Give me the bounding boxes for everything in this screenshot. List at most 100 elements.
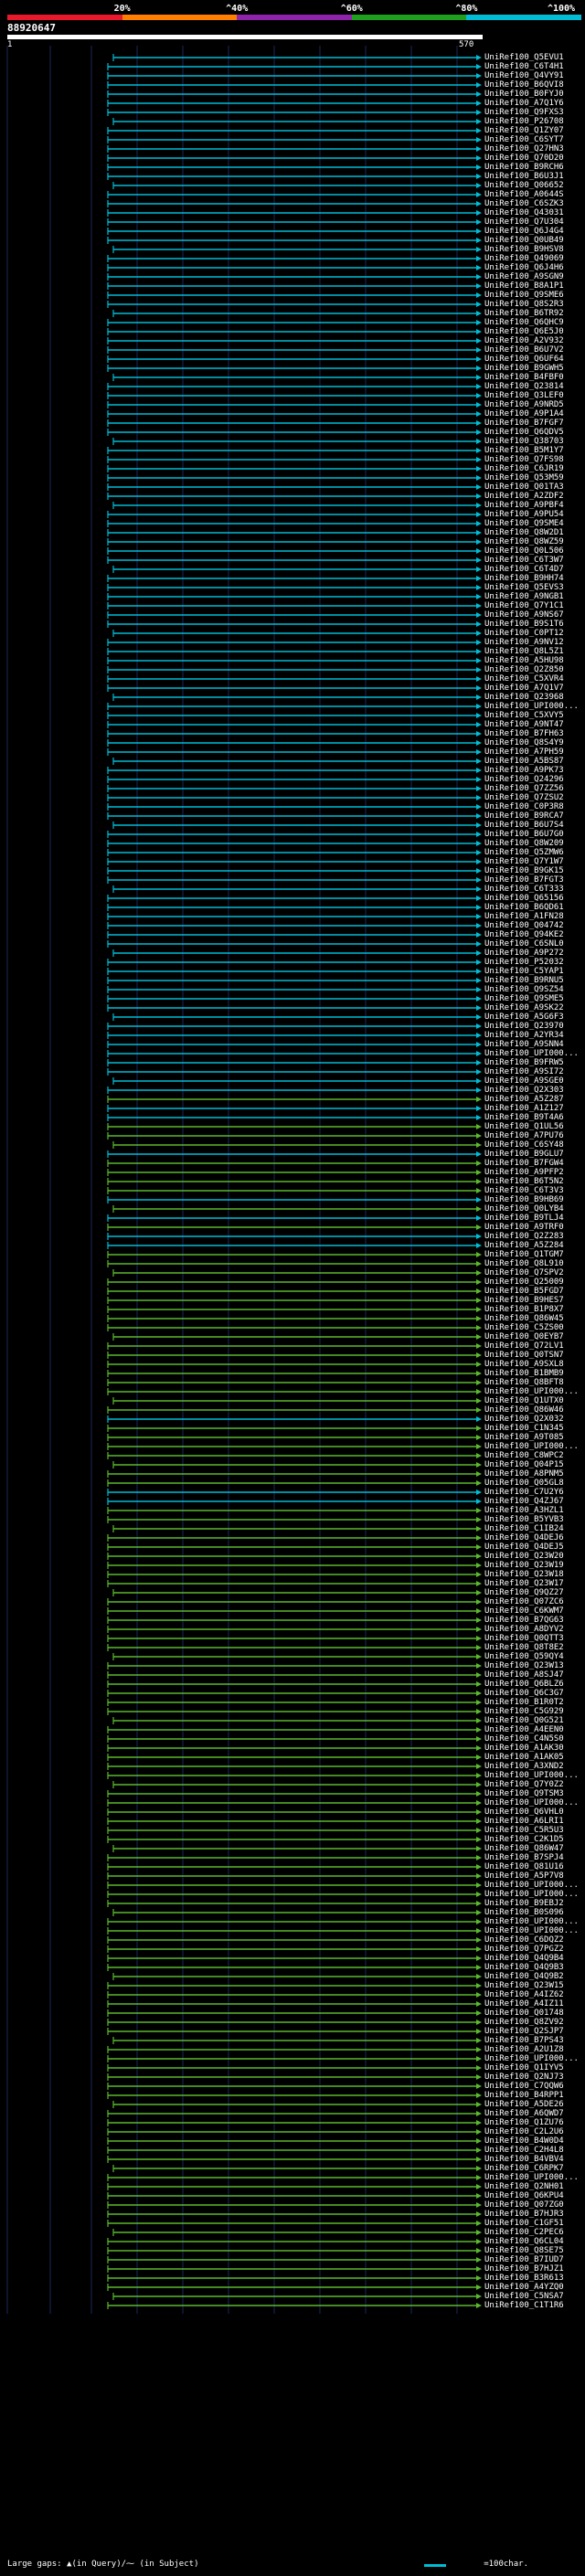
hit-alignment-row[interactable] — [112, 310, 482, 317]
hit-label[interactable]: UniRef100_B9S1T6 — [484, 620, 564, 629]
hit-alignment-row[interactable] — [107, 1799, 482, 1807]
hit-label[interactable]: UniRef100_Q4VY91 — [484, 71, 564, 80]
hit-label[interactable]: UniRef100_B7HJR3 — [484, 2210, 564, 2219]
hit-label[interactable]: UniRef100_Q01748 — [484, 2009, 564, 2018]
hit-alignment-row[interactable] — [112, 2037, 482, 2044]
hit-label[interactable]: UniRef100_C6T4D7 — [484, 565, 564, 574]
hit-alignment-row[interactable] — [107, 2046, 482, 2053]
hit-label[interactable]: UniRef100_Q9TSM3 — [484, 1789, 564, 1798]
hit-label[interactable]: UniRef100_B6U7V2 — [484, 345, 564, 355]
hit-label[interactable]: UniRef100_A7Q1V7 — [484, 684, 564, 693]
hit-label[interactable]: UniRef100_B9HH74 — [484, 574, 564, 583]
hit-alignment-row[interactable] — [107, 1105, 482, 1112]
hit-alignment-row[interactable] — [107, 1233, 482, 1240]
hit-alignment-row[interactable] — [107, 1918, 482, 1925]
hit-alignment-row[interactable] — [107, 922, 482, 929]
hit-label[interactable]: UniRef100_C8WPC2 — [484, 1451, 564, 1460]
hit-alignment-row[interactable] — [107, 2119, 482, 2126]
hit-alignment-row[interactable] — [107, 1425, 482, 1432]
hit-alignment-row[interactable] — [107, 1543, 482, 1551]
hit-alignment-row[interactable] — [107, 2083, 482, 2090]
hit-label[interactable]: UniRef100_Q6J4H6 — [484, 263, 564, 272]
hit-label[interactable]: UniRef100_A7PU76 — [484, 1131, 564, 1140]
hit-alignment-row[interactable] — [107, 1854, 482, 1861]
hit-alignment-row[interactable] — [107, 1882, 482, 1889]
hit-alignment-row[interactable] — [107, 1498, 482, 1505]
hit-label[interactable]: UniRef100_B5YVB3 — [484, 1515, 564, 1524]
hit-alignment-row[interactable] — [107, 2055, 482, 2062]
hit-alignment-row[interactable] — [107, 2201, 482, 2209]
hit-alignment-row[interactable] — [107, 557, 482, 564]
hit-alignment-row[interactable] — [112, 1013, 482, 1021]
hit-label[interactable]: UniRef100_Q4Q9B3 — [484, 1963, 564, 1972]
hit-label[interactable]: UniRef100_A1Z127 — [484, 1104, 564, 1113]
hit-label[interactable]: UniRef100_B6QD61 — [484, 903, 564, 912]
hit-label[interactable]: UniRef100_Q2NH01 — [484, 2182, 564, 2191]
hit-label[interactable]: UniRef100_B9HSV8 — [484, 245, 564, 254]
hit-alignment-row[interactable] — [107, 1489, 482, 1496]
hit-alignment-row[interactable] — [107, 1434, 482, 1441]
hit-alignment-row[interactable] — [107, 575, 482, 582]
hit-alignment-row[interactable] — [107, 1927, 482, 1935]
hit-alignment-row[interactable] — [112, 1781, 482, 1788]
hit-alignment-row[interactable] — [107, 721, 482, 728]
hit-label[interactable]: UniRef100_Q1TGM7 — [484, 1250, 564, 1259]
hit-alignment-row[interactable] — [107, 429, 482, 436]
hit-label[interactable]: UniRef100_A9PK73 — [484, 766, 564, 775]
hit-label[interactable]: UniRef100_Q7Y0Z2 — [484, 1780, 564, 1789]
hit-label[interactable]: UniRef100_Q6BLZ6 — [484, 1680, 564, 1689]
hit-label[interactable]: UniRef100_Q53M59 — [484, 473, 564, 482]
hit-label[interactable]: UniRef100_Q23W17 — [484, 1579, 564, 1588]
hit-alignment-row[interactable] — [107, 109, 482, 116]
hit-label[interactable]: UniRef100_C4N5S0 — [484, 1734, 564, 1744]
hit-alignment-row[interactable] — [107, 849, 482, 856]
hit-label[interactable]: UniRef100_A5G6F3 — [484, 1012, 564, 1022]
hit-label[interactable]: UniRef100_Q23970 — [484, 1022, 564, 1031]
hit-label[interactable]: UniRef100_A8PNM5 — [484, 1469, 564, 1479]
hit-label[interactable]: UniRef100_Q72LV1 — [484, 1341, 564, 1351]
hit-alignment-row[interactable] — [107, 1735, 482, 1743]
hit-label[interactable]: UniRef100_A2V932 — [484, 336, 564, 345]
hit-alignment-row[interactable] — [107, 1507, 482, 1514]
hit-label[interactable]: UniRef100_Q06652 — [484, 181, 564, 190]
hit-alignment-row[interactable] — [107, 1251, 482, 1258]
hit-alignment-row[interactable] — [107, 1571, 482, 1578]
hit-label[interactable]: UniRef100_B5M1Y7 — [484, 446, 564, 455]
hit-label[interactable]: UniRef100_A9NT47 — [484, 720, 564, 729]
hit-label[interactable]: UniRef100_Q94KE2 — [484, 930, 564, 939]
hit-alignment-row[interactable] — [112, 1461, 482, 1468]
hit-label[interactable]: UniRef100_B6U7S4 — [484, 821, 564, 830]
hit-alignment-row[interactable] — [107, 328, 482, 335]
hit-label[interactable]: UniRef100_UPI000... — [484, 1387, 579, 1396]
hit-alignment-row[interactable] — [107, 1342, 482, 1350]
hit-label[interactable]: UniRef100_Q23814 — [484, 382, 564, 391]
hit-alignment-row[interactable] — [107, 1050, 482, 1057]
hit-alignment-row[interactable] — [107, 1260, 482, 1267]
hit-label[interactable]: UniRef100_A9SNN4 — [484, 1040, 564, 1049]
hit-alignment-row[interactable] — [107, 474, 482, 482]
hit-label[interactable]: UniRef100_Q86W46 — [484, 1405, 564, 1415]
hit-label[interactable]: UniRef100_Q65156 — [484, 894, 564, 903]
hit-alignment-row[interactable] — [107, 346, 482, 354]
hit-alignment-row[interactable] — [107, 1991, 482, 1998]
hit-label[interactable]: UniRef100_Q24296 — [484, 775, 564, 784]
hit-label[interactable]: UniRef100_B7FH63 — [484, 729, 564, 738]
hit-label[interactable]: UniRef100_A2YR34 — [484, 1031, 564, 1040]
hit-label[interactable]: UniRef100_B7FGT3 — [484, 875, 564, 885]
hit-label[interactable]: UniRef100_A4YZQ0 — [484, 2283, 564, 2292]
hit-label[interactable]: UniRef100_Q27HN3 — [484, 144, 564, 154]
hit-alignment-row[interactable] — [107, 739, 482, 747]
hit-label[interactable]: UniRef100_A6LRI1 — [484, 1817, 564, 1826]
hit-label[interactable]: UniRef100_A5DE26 — [484, 2100, 564, 2109]
hit-alignment-row[interactable] — [107, 2247, 482, 2254]
hit-alignment-row[interactable] — [107, 264, 482, 271]
hit-alignment-row[interactable] — [107, 968, 482, 975]
hit-label[interactable]: UniRef100_Q8W2D1 — [484, 528, 564, 537]
hit-label[interactable]: UniRef100_UPI000... — [484, 1771, 579, 1780]
hit-alignment-row[interactable] — [107, 456, 482, 463]
hit-alignment-row[interactable] — [107, 1671, 482, 1679]
hit-alignment-row[interactable] — [107, 292, 482, 299]
hit-label[interactable]: UniRef100_A5Z284 — [484, 1241, 564, 1250]
hit-label[interactable]: UniRef100_B7HJZ1 — [484, 2264, 564, 2274]
hit-alignment-row[interactable] — [107, 1096, 482, 1103]
